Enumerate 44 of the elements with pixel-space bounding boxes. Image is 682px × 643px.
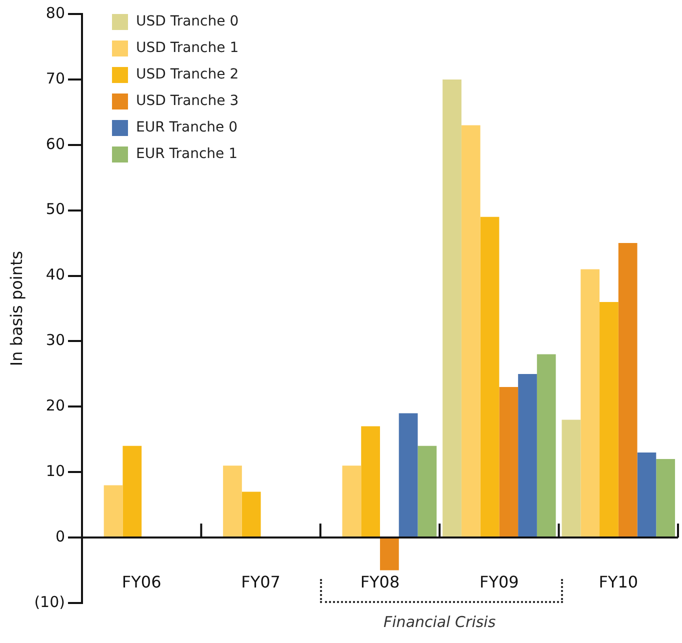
y-tick-label: 20 [46, 396, 65, 415]
bar [600, 302, 618, 537]
bar [536, 354, 556, 537]
bar [242, 492, 261, 537]
bar [442, 79, 462, 537]
y-tick-label: 60 [46, 134, 65, 153]
bar [499, 387, 518, 537]
y-tick-label: 80 [46, 4, 65, 22]
text: Financial Crisis [384, 613, 496, 631]
bar [461, 125, 480, 537]
bar [618, 243, 638, 537]
bar [518, 374, 537, 537]
y-tick-label: 0 [55, 527, 65, 546]
x-tick-label: FY10 [598, 572, 638, 592]
legend-label: EUR Tranche 1 [136, 146, 238, 162]
legend-label: USD Tranche 2 [136, 66, 239, 83]
legend-label: USD Tranche 3 [136, 93, 239, 110]
y-tick-label: 40 [46, 266, 65, 284]
bar [122, 446, 142, 537]
bar [342, 466, 362, 537]
bar [580, 269, 600, 537]
y-tick-label: 30 [46, 331, 65, 350]
bar [361, 426, 380, 537]
bar [637, 452, 656, 537]
y-tick-label: 70 [46, 69, 65, 88]
x-tick-label: FY09 [480, 572, 519, 592]
x-tick-label: FY06 [122, 572, 162, 592]
bar [656, 459, 676, 537]
x-tick-label: FY08 [360, 572, 400, 592]
bar [223, 466, 242, 537]
legend-label: USD Tranche 1 [136, 40, 239, 56]
bar [104, 485, 123, 537]
y-tick-label: 10 [46, 462, 65, 480]
x-tick-label: FY07 [241, 572, 280, 592]
y-axis-title: In basis points [6, 250, 26, 366]
bar [380, 538, 399, 570]
bar [480, 216, 500, 537]
y-tick-label: (10) [34, 592, 65, 611]
bar [562, 420, 581, 537]
bar [418, 446, 437, 537]
bar [398, 413, 418, 537]
legend-label: EUR Tranche 0 [136, 120, 238, 136]
legend-label: USD Tranche 0 [136, 14, 239, 30]
y-tick-label: 50 [46, 200, 65, 218]
